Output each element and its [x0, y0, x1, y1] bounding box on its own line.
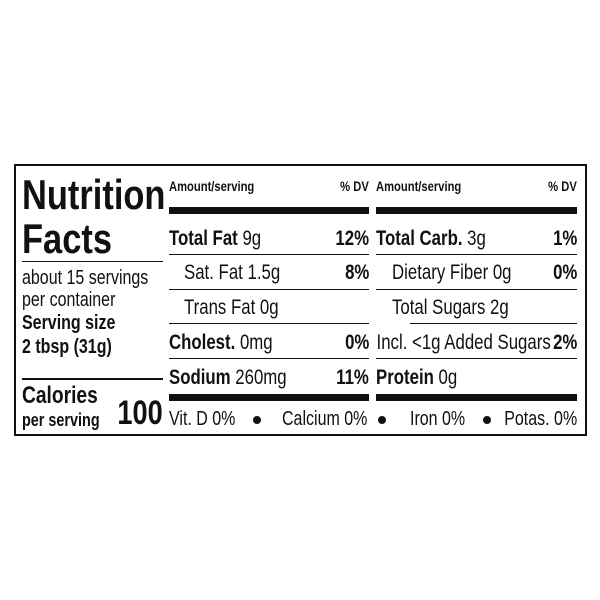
- calories-value: 100: [117, 394, 163, 432]
- dietary-fiber-label: Dietary Fiber 0g: [392, 261, 512, 284]
- dv-header: % DV: [340, 178, 369, 194]
- total-carb-label: Total Carb.: [376, 227, 463, 250]
- divider: [22, 261, 163, 262]
- title-nutrition: Nutrition: [22, 171, 166, 218]
- thick-divider: [376, 207, 577, 214]
- total-carb-amount: 3g: [467, 227, 486, 250]
- protein-label: Protein: [376, 366, 434, 389]
- calcium: Calcium 0%: [282, 408, 368, 430]
- divider: [376, 254, 577, 255]
- bullet-icon: [378, 416, 386, 424]
- added-sugars-dv: 2%: [552, 331, 577, 354]
- divider: [376, 289, 577, 290]
- potassium: Potas. 0%: [504, 408, 577, 430]
- calories-per-serving: per serving: [22, 410, 100, 430]
- thick-divider: [169, 207, 369, 214]
- trans-fat-label: Trans Fat 0g: [184, 296, 279, 319]
- divider: [22, 378, 163, 380]
- divider: [169, 254, 369, 255]
- servings-per-container: about 15 servings: [22, 267, 149, 289]
- thick-divider: [376, 394, 577, 401]
- divider: [376, 358, 577, 359]
- protein-amount: 0g: [438, 366, 458, 389]
- title-facts: Facts: [22, 215, 112, 262]
- divider: [169, 323, 369, 324]
- servings-per-container-2: per container: [22, 289, 116, 311]
- divider: [169, 358, 369, 359]
- sodium-dv: 11%: [336, 366, 369, 389]
- sodium-amount: 260mg: [235, 366, 287, 389]
- bullet-icon: [483, 416, 491, 424]
- dv-header-2: % DV: [548, 178, 577, 194]
- total-carb-dv: 1%: [552, 227, 577, 250]
- calories-label: Calories: [22, 382, 98, 409]
- cholesterol-label: Cholest.: [169, 331, 236, 354]
- sat-fat-label: Sat. Fat 1.5g: [184, 261, 281, 284]
- vitamin-d: Vit. D 0%: [169, 408, 236, 430]
- bullet-icon: [253, 416, 261, 424]
- added-sugars-label: Incl. <1g Added Sugars: [376, 331, 551, 354]
- amount-header-2: Amount/serving: [376, 178, 462, 194]
- total-fat-amount: 9g: [242, 227, 262, 250]
- iron: Iron 0%: [410, 408, 466, 430]
- cholesterol-amount: 0mg: [239, 331, 273, 354]
- amount-header: Amount/serving: [169, 178, 255, 194]
- thick-divider: [169, 394, 369, 401]
- sat-fat-dv: 8%: [344, 261, 369, 284]
- divider: [169, 289, 369, 290]
- serving-size-label: Serving size: [22, 312, 116, 334]
- total-fat-label: Total Fat: [169, 227, 238, 250]
- sodium-label: Sodium: [169, 366, 231, 389]
- nutrition-facts-label: Nutrition Facts about 15 servings per co…: [14, 164, 587, 436]
- dietary-fiber-dv: 0%: [552, 261, 577, 284]
- total-fat-dv: 12%: [335, 227, 369, 250]
- divider: [410, 323, 577, 324]
- cholesterol-dv: 0%: [344, 331, 369, 354]
- total-sugars-label: Total Sugars 2g: [392, 296, 509, 319]
- serving-size-value: 2 tbsp (31g): [22, 336, 112, 358]
